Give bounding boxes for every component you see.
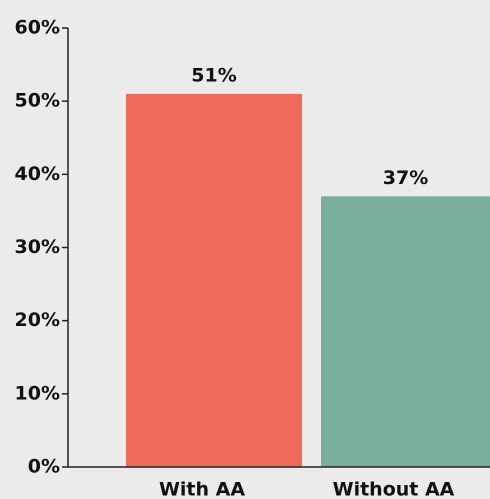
y-tick-label: 60% (15, 17, 60, 39)
x-tick-label: With AA (159, 479, 245, 499)
y-tick-label: 30% (15, 236, 60, 258)
y-tick-label: 40% (15, 163, 60, 185)
bar (126, 93, 302, 467)
value-label: 51% (191, 64, 236, 86)
y-tick-label: 10% (15, 382, 60, 404)
bar (321, 196, 490, 468)
x-tick-label: Without AA (333, 479, 455, 499)
y-tick-label: 50% (15, 90, 60, 112)
y-tick-label: 0% (28, 456, 60, 478)
y-tick-label: 20% (15, 309, 60, 331)
value-label: 37% (383, 167, 428, 189)
